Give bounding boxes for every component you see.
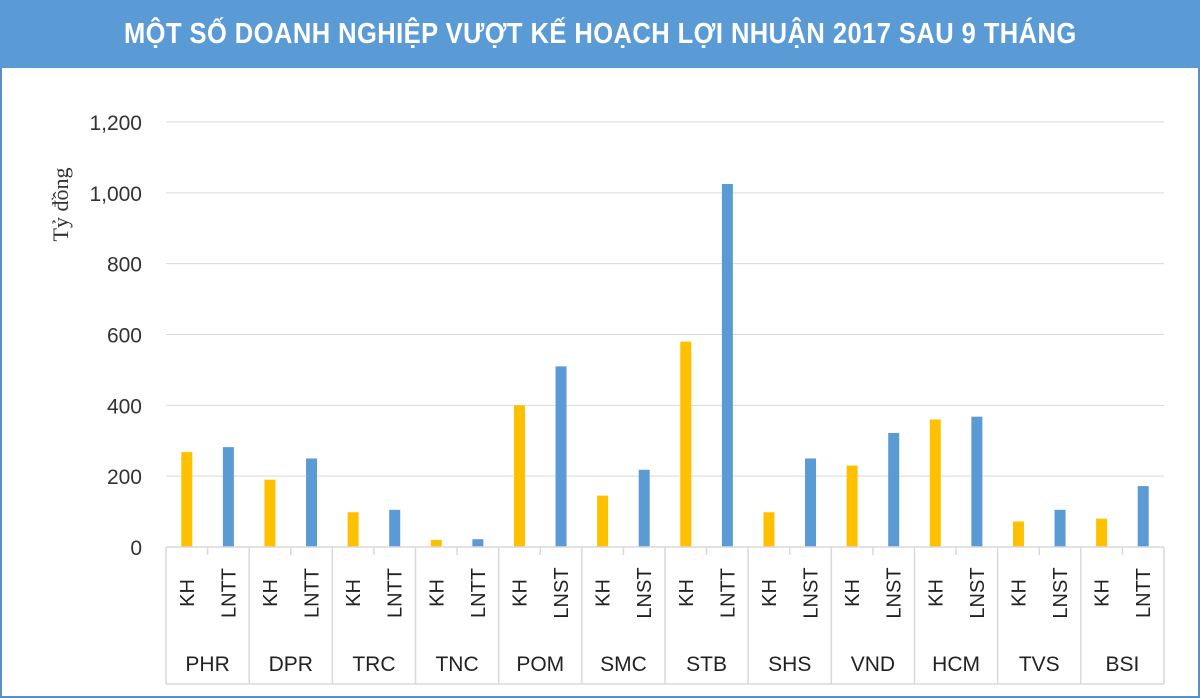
bar-label: KH bbox=[343, 579, 365, 607]
bar-label: LNTT bbox=[1133, 568, 1155, 618]
bar-label: LNTT bbox=[302, 568, 324, 618]
y-axis-label: Tỷ đồng bbox=[48, 168, 73, 242]
bar-dpr-kh bbox=[264, 479, 276, 547]
y-tick-label: 1,200 bbox=[89, 112, 142, 135]
bar-label: KH bbox=[1092, 579, 1114, 607]
company-label: SMC bbox=[600, 653, 647, 676]
bar-label: KH bbox=[426, 579, 448, 607]
bar-label: KH bbox=[177, 579, 199, 607]
company-label: BSI bbox=[1105, 653, 1139, 676]
bar-tnc-lntt bbox=[472, 539, 484, 547]
bar-stb-lntt bbox=[721, 183, 733, 547]
y-tick-label: 1,000 bbox=[89, 183, 142, 206]
bar-bsi-kh bbox=[1096, 518, 1108, 547]
bar-dpr-lntt bbox=[306, 458, 318, 547]
bar-hcm-lnst bbox=[971, 416, 983, 547]
bar-label: KH bbox=[925, 579, 947, 607]
y-tick-label: 800 bbox=[107, 254, 142, 277]
bar-label: KH bbox=[759, 579, 781, 607]
bar-phr-kh bbox=[181, 452, 193, 547]
company-label: STB bbox=[686, 653, 727, 676]
bar-label: LNST bbox=[1050, 567, 1072, 618]
bar-stb-kh bbox=[680, 341, 692, 547]
bar-label: LNST bbox=[967, 567, 989, 618]
chart-area: 0 200 400 600 800 1,000 1,200 Tỷ đồng KH LNTT PH… bbox=[8, 72, 1192, 692]
company-label: VND bbox=[851, 653, 895, 676]
bar-layer bbox=[181, 183, 1149, 547]
bar-label: LNTT bbox=[468, 568, 490, 618]
bar-shs-lnst bbox=[805, 458, 817, 547]
bar-chart: 0 200 400 600 800 1,000 1,200 Tỷ đồng KH LNTT PH… bbox=[48, 112, 1165, 685]
bar-label: LNTT bbox=[385, 568, 407, 618]
bar-pom-lnst bbox=[555, 366, 567, 547]
bar-label: LNST bbox=[551, 567, 573, 618]
bar-tvs-lnst bbox=[1054, 509, 1066, 547]
category-table: KH LNTT PHR KH LNTT DPR KH LNTT TRC KH LNTT TNC KH LN… bbox=[165, 546, 1165, 685]
company-label: DPR bbox=[269, 653, 313, 676]
y-tick-label: 200 bbox=[107, 466, 142, 489]
bar-label: KH bbox=[509, 579, 531, 607]
bar-label: KH bbox=[593, 579, 615, 607]
chart-title: MỘT SỐ DOANH NGHIỆP VƯỢT KẾ HOẠCH LỢI NH… bbox=[123, 17, 1077, 50]
bar-trc-kh bbox=[347, 512, 359, 547]
bar-label: LNTT bbox=[218, 568, 240, 618]
company-label: PHR bbox=[185, 653, 229, 676]
bar-label: KH bbox=[676, 579, 698, 607]
bar-label: KH bbox=[842, 579, 864, 607]
bar-smc-kh bbox=[597, 495, 609, 547]
bar-tvs-kh bbox=[1012, 521, 1024, 547]
y-axis-ticks: 0 200 400 600 800 1,000 1,200 bbox=[89, 112, 142, 560]
y-tick-label: 0 bbox=[130, 537, 142, 560]
bar-label: LNST bbox=[884, 567, 906, 618]
bar-smc-lnst bbox=[638, 469, 650, 547]
company-label: POM bbox=[516, 653, 564, 676]
bar-label: KH bbox=[1008, 579, 1030, 607]
y-tick-label: 400 bbox=[107, 395, 142, 418]
bar-phr-lntt bbox=[222, 447, 234, 547]
bar-label: LNST bbox=[801, 567, 823, 618]
title-banner: MỘT SỐ DOANH NGHIỆP VƯỢT KẾ HOẠCH LỢI NH… bbox=[0, 0, 1200, 68]
bar-bsi-lntt bbox=[1137, 486, 1149, 547]
company-label: TRC bbox=[352, 653, 395, 676]
bar-tnc-kh bbox=[430, 539, 442, 547]
bar-pom-kh bbox=[513, 405, 525, 547]
bar-label: LNTT bbox=[717, 568, 739, 618]
company-label: HCM bbox=[932, 653, 980, 676]
bar-shs-kh bbox=[763, 512, 775, 547]
bar-trc-lntt bbox=[389, 509, 401, 547]
bar-vnd-lnst bbox=[888, 432, 900, 547]
company-label: SHS bbox=[768, 653, 811, 676]
bar-vnd-kh bbox=[846, 465, 858, 547]
bar-label: LNST bbox=[634, 567, 656, 618]
company-label: TNC bbox=[435, 653, 478, 676]
y-tick-label: 600 bbox=[107, 325, 142, 348]
bar-hcm-kh bbox=[929, 419, 941, 547]
grid-layer bbox=[166, 121, 1164, 477]
company-label: TVS bbox=[1019, 653, 1060, 676]
bar-label: KH bbox=[260, 579, 282, 607]
